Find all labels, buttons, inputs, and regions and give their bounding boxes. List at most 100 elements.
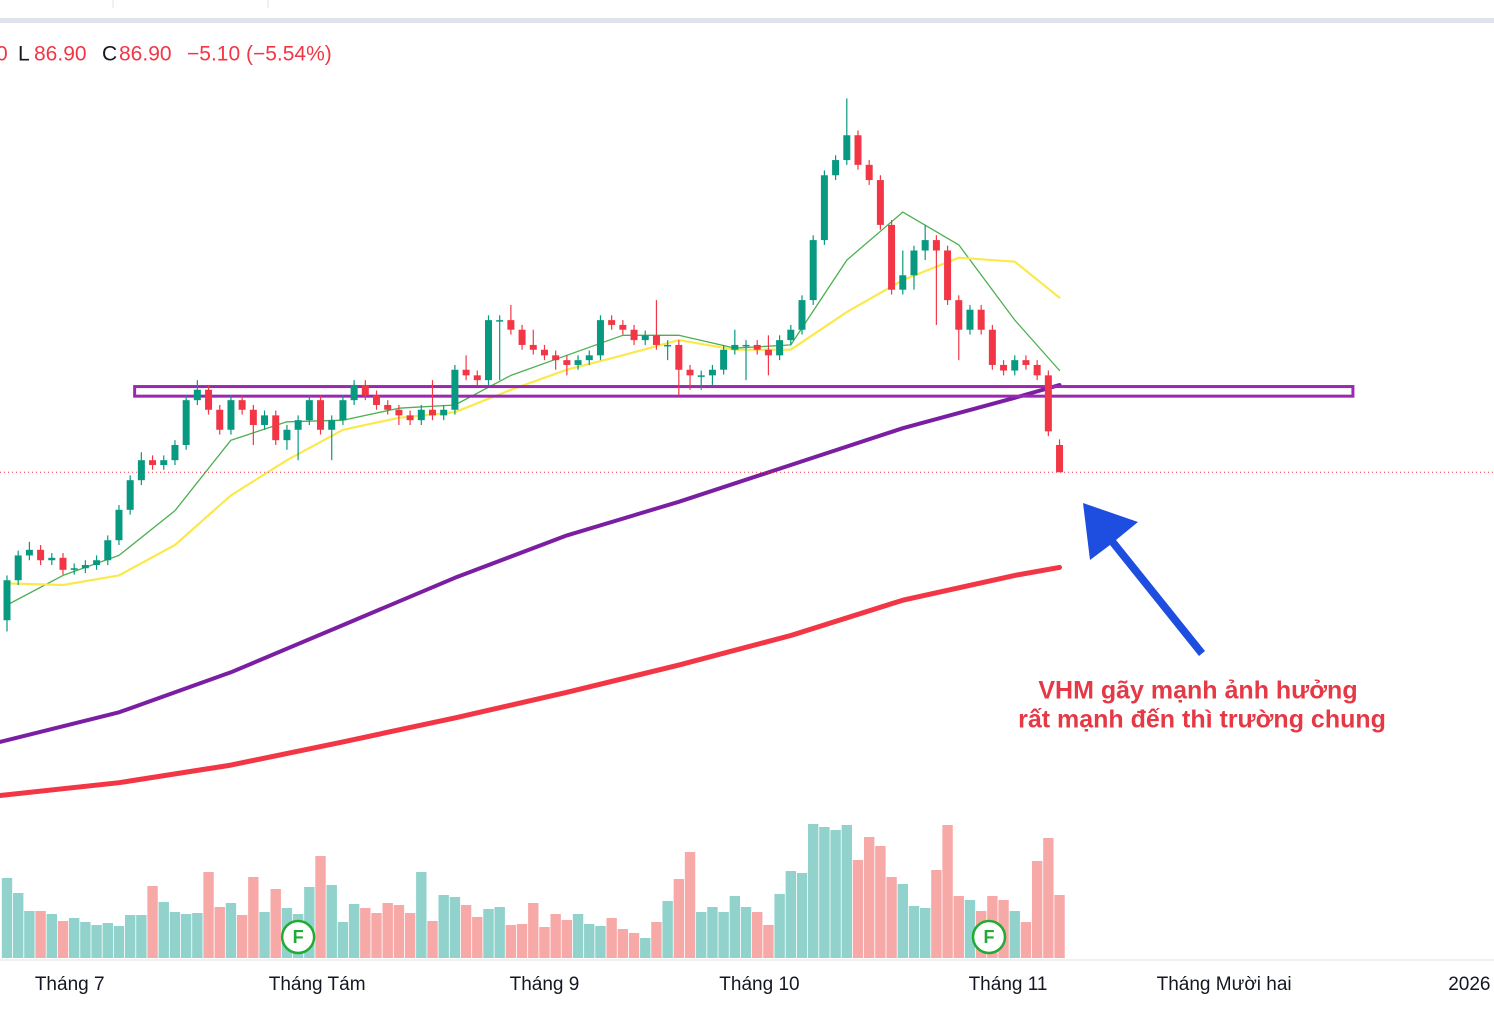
candle-body bbox=[193, 389, 201, 401]
candle-body bbox=[843, 135, 851, 161]
volume-bar bbox=[472, 917, 483, 958]
volume-bar bbox=[494, 907, 505, 958]
candle-body bbox=[832, 160, 840, 176]
candle-body bbox=[137, 460, 145, 481]
volume-bar bbox=[113, 926, 125, 958]
volume-bar bbox=[1, 878, 13, 958]
candle-body bbox=[451, 369, 459, 410]
candle-body bbox=[104, 540, 112, 561]
candle-body bbox=[574, 360, 582, 365]
candle-body bbox=[664, 344, 672, 347]
candle-body bbox=[249, 409, 257, 425]
candle-body bbox=[473, 375, 481, 381]
volume-bar bbox=[404, 913, 416, 958]
volume-bar bbox=[740, 907, 752, 958]
candle-body bbox=[93, 560, 101, 566]
candle-body bbox=[496, 320, 504, 322]
candle-body bbox=[317, 400, 325, 430]
candle-body bbox=[261, 415, 269, 425]
header-low-label: L bbox=[18, 43, 30, 66]
volume-bar bbox=[505, 925, 517, 958]
volume-bar bbox=[304, 887, 315, 958]
candle-body bbox=[294, 420, 302, 430]
candle-body bbox=[361, 384, 369, 396]
candle-body bbox=[216, 409, 224, 430]
volume-bar bbox=[315, 856, 326, 958]
candle-body bbox=[1033, 364, 1041, 376]
candle-body bbox=[585, 355, 593, 361]
volume-bar bbox=[124, 915, 136, 958]
volume-bar bbox=[337, 922, 349, 958]
volume-bar bbox=[12, 893, 24, 958]
header-partial: 0 bbox=[0, 43, 8, 66]
candle-body bbox=[652, 335, 660, 345]
volume-bar bbox=[718, 912, 729, 958]
ma-line bbox=[0, 564, 1062, 798]
volume-bar bbox=[684, 852, 696, 958]
volume-bar bbox=[91, 925, 102, 958]
x-tick-label: 2026 bbox=[1448, 974, 1490, 995]
volume-bar bbox=[673, 879, 685, 958]
candle-body bbox=[283, 429, 291, 441]
candle-body bbox=[921, 240, 929, 251]
volume-bar bbox=[875, 846, 886, 958]
candle-body bbox=[440, 409, 448, 416]
candle-body bbox=[563, 360, 571, 365]
candle-body bbox=[809, 240, 817, 301]
volume-bar bbox=[259, 912, 270, 958]
event-label: F bbox=[293, 927, 304, 947]
candle-body bbox=[328, 420, 336, 430]
candle-body bbox=[507, 320, 515, 330]
volume-bar bbox=[785, 871, 797, 958]
volume-bar bbox=[393, 905, 405, 958]
candle-body bbox=[899, 275, 907, 290]
volume-bar bbox=[57, 921, 69, 958]
candle-body bbox=[988, 329, 996, 365]
candle-body bbox=[820, 175, 828, 241]
volume-bar bbox=[595, 926, 606, 958]
candle-body bbox=[395, 409, 403, 416]
volume-bar bbox=[561, 920, 573, 958]
candle-body bbox=[944, 250, 952, 301]
candle-body bbox=[641, 335, 649, 341]
volume-bar bbox=[942, 825, 953, 958]
event-label: F bbox=[984, 927, 995, 947]
candle-body bbox=[484, 320, 492, 381]
candle-body bbox=[384, 404, 392, 410]
candle-body bbox=[540, 349, 548, 356]
candle-body bbox=[406, 415, 414, 421]
plot: Tháng 7 Tháng Tám Tháng 9 Tháng 10 Tháng 11 T… bbox=[0, 98, 1494, 995]
candle-body bbox=[339, 400, 347, 421]
volume-bar bbox=[169, 912, 181, 958]
volume-bar bbox=[68, 918, 80, 958]
volume-bar bbox=[348, 904, 360, 958]
candle-body bbox=[182, 400, 190, 445]
candle-body bbox=[1022, 360, 1030, 365]
volume-bar bbox=[539, 927, 550, 958]
candle-body bbox=[205, 389, 213, 410]
header-close-label: C bbox=[102, 43, 117, 66]
volume-bar bbox=[953, 896, 964, 958]
candle-body bbox=[3, 580, 11, 621]
volume-bar bbox=[203, 872, 214, 958]
volume-bar bbox=[830, 830, 841, 958]
volume-bar bbox=[483, 909, 494, 958]
candle-body bbox=[25, 549, 33, 556]
volume-bar bbox=[438, 895, 449, 958]
candle-body bbox=[37, 549, 45, 561]
top-bar bbox=[0, 18, 1494, 23]
candle-body bbox=[14, 555, 22, 581]
annotation-line: VHM gãy mạnh ảnh hưởng bbox=[1038, 677, 1357, 705]
candle-body bbox=[708, 369, 716, 376]
candle-body bbox=[1011, 360, 1019, 371]
x-tick-label: Tháng Tám bbox=[269, 974, 366, 995]
volume-bar bbox=[248, 877, 259, 958]
volume-bar bbox=[35, 911, 46, 958]
header-change: −5.10 (−5.54%) bbox=[187, 43, 332, 66]
candle-body bbox=[888, 224, 896, 290]
candle-body bbox=[608, 320, 616, 325]
volume-bar bbox=[662, 901, 673, 958]
candle-body bbox=[529, 344, 537, 350]
